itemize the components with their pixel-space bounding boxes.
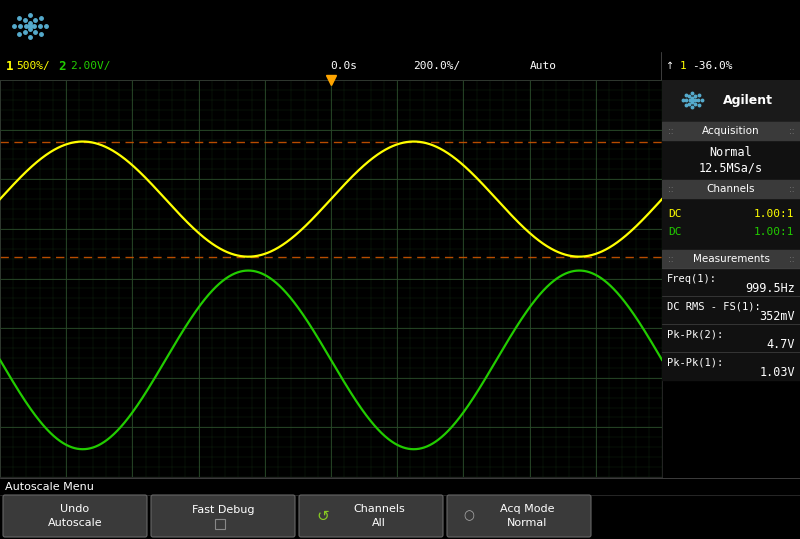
FancyBboxPatch shape (447, 495, 591, 537)
Text: Agilent: Agilent (722, 94, 773, 107)
FancyBboxPatch shape (3, 495, 147, 537)
FancyBboxPatch shape (151, 495, 295, 537)
Text: Normal: Normal (710, 146, 752, 158)
Bar (662, 80, 800, 122)
Bar (662, 180, 800, 198)
Bar (215, 519, 225, 529)
Text: ::: :: (789, 254, 794, 264)
Text: ↑: ↑ (666, 61, 674, 71)
Text: Acquisition: Acquisition (702, 126, 760, 136)
Bar (662, 268, 800, 296)
Text: Acq Mode: Acq Mode (500, 505, 554, 515)
Text: -36.0%: -36.0% (692, 61, 733, 71)
Text: Pk-Pk(1):: Pk-Pk(1): (667, 358, 723, 368)
Text: 1: 1 (680, 61, 686, 71)
Text: DC: DC (668, 209, 682, 219)
Text: 0.0s: 0.0s (330, 61, 358, 71)
Text: Measurements: Measurements (693, 254, 770, 264)
Text: ::: :: (789, 127, 794, 135)
Text: Undo: Undo (61, 505, 90, 515)
Text: Normal: Normal (507, 517, 547, 528)
Text: Freq(1):: Freq(1): (667, 274, 717, 284)
Text: DC RMS - FS(1):: DC RMS - FS(1): (667, 302, 761, 312)
Text: Autoscale Menu: Autoscale Menu (5, 482, 94, 492)
Bar (662, 198, 800, 250)
Text: 2: 2 (58, 59, 66, 73)
Text: ::: :: (668, 184, 674, 194)
Text: ○: ○ (463, 509, 474, 522)
FancyBboxPatch shape (299, 495, 443, 537)
Text: Autoscale: Autoscale (48, 517, 102, 528)
Bar (662, 296, 800, 324)
Text: Auto: Auto (530, 61, 556, 71)
Text: 1.00:1: 1.00:1 (754, 209, 794, 219)
Bar (662, 324, 800, 352)
Text: 12.5MSa/s: 12.5MSa/s (699, 162, 763, 175)
Text: ::: :: (668, 254, 674, 264)
Bar (662, 140, 800, 180)
Text: 999.5Hz: 999.5Hz (745, 282, 795, 295)
Text: 4.7V: 4.7V (766, 337, 795, 351)
Text: ::: :: (668, 127, 674, 135)
Text: ::: :: (789, 184, 794, 194)
Text: 1.00:1: 1.00:1 (754, 227, 794, 237)
Text: Fast Debug: Fast Debug (192, 505, 254, 515)
Text: 352mV: 352mV (759, 310, 795, 323)
Text: 200.0%/: 200.0%/ (414, 61, 461, 71)
Bar (662, 122, 800, 140)
Text: Pk-Pk(2):: Pk-Pk(2): (667, 330, 723, 340)
Bar (662, 352, 800, 380)
Text: 1.03V: 1.03V (759, 365, 795, 379)
Text: Channels: Channels (706, 184, 755, 194)
Text: 500%/: 500%/ (16, 61, 50, 71)
Text: 2.00V/: 2.00V/ (70, 61, 110, 71)
Text: DC: DC (668, 227, 682, 237)
Text: Thu Nov 02 10:29:19 2017: Thu Nov 02 10:29:19 2017 (612, 19, 792, 32)
Text: ↺: ↺ (317, 508, 330, 523)
Text: All: All (372, 517, 386, 528)
Text: 1: 1 (6, 59, 14, 73)
Text: Channels: Channels (353, 505, 405, 515)
Text: Agilent Technologies: Agilent Technologies (58, 16, 318, 36)
Bar (662, 250, 800, 268)
